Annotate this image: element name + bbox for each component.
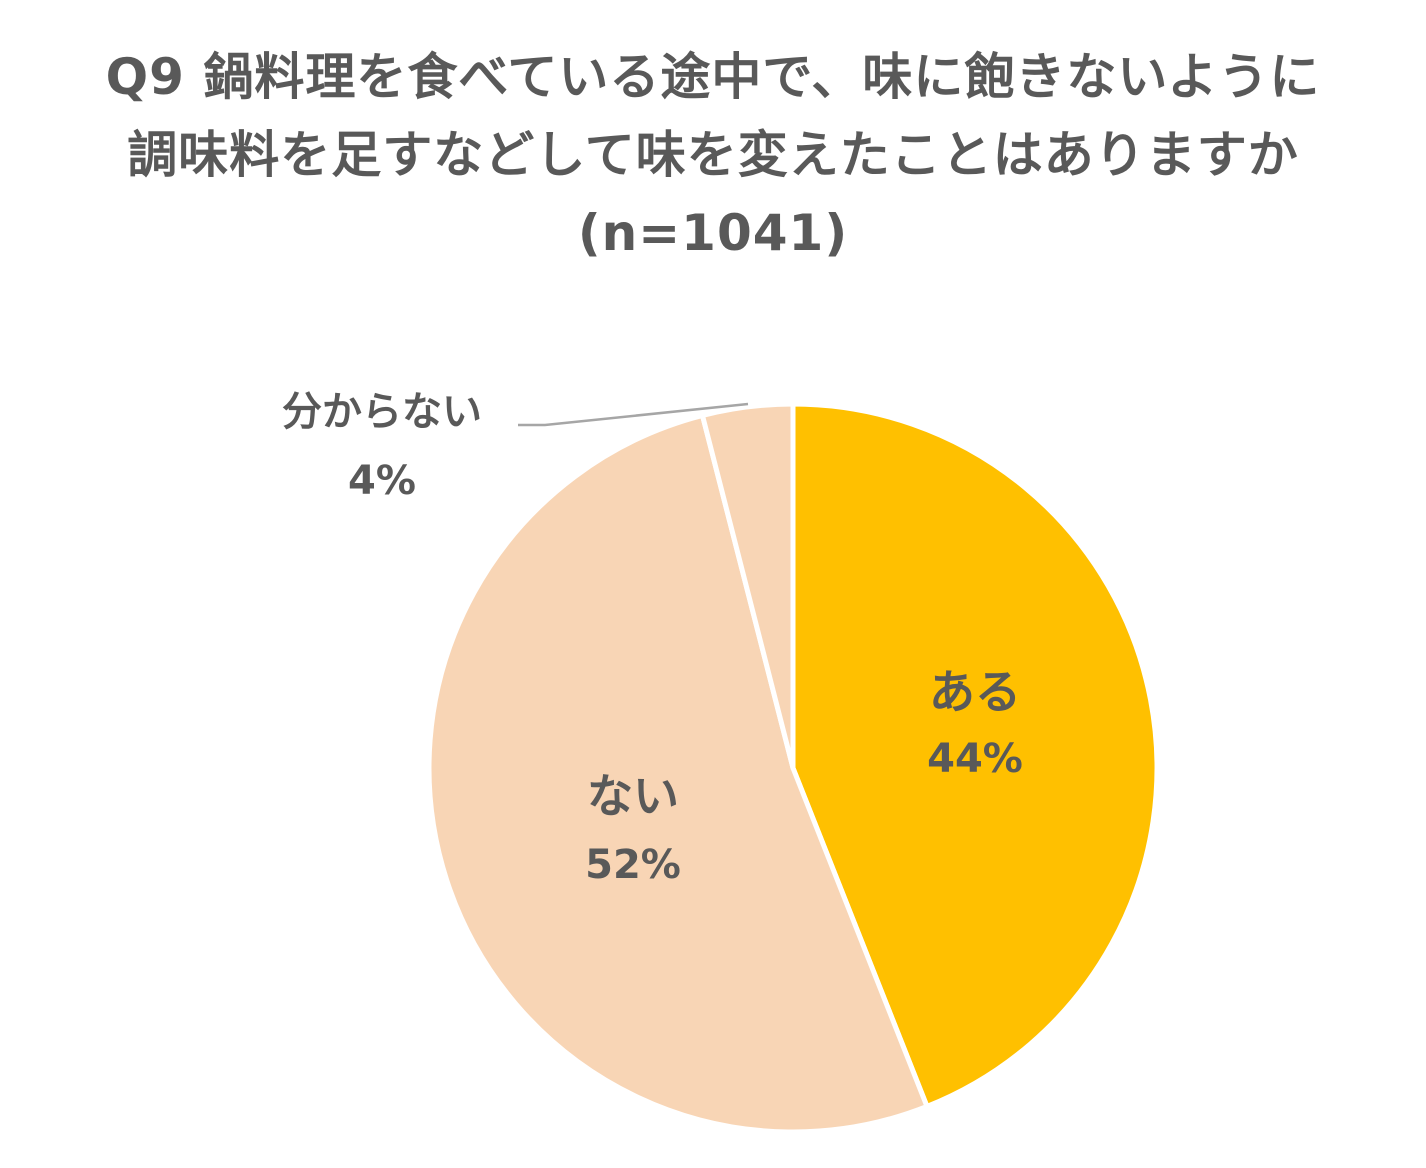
chart-title: Q9 鍋料理を食べている途中で、味に飽きないように 調味料を足すなどして味を変え…	[0, 38, 1426, 272]
chart-title-line-1: Q9 鍋料理を食べている途中で、味に飽きないように	[105, 48, 1321, 106]
pie-labels: ある 44% ない 52% 分からない 4%	[282, 389, 1023, 888]
slice-name-label-3: 分からない	[282, 389, 482, 435]
pie-slices	[426, 401, 1160, 1135]
slice-name-label-2: ない	[587, 769, 679, 823]
pie-slice-1	[790, 401, 1160, 1109]
chart-title-line-2: 調味料を足すなどして味を変えたことはありますか	[127, 126, 1299, 184]
leader-line	[518, 402, 749, 427]
pie-slice-2	[426, 412, 930, 1135]
slice-value-label-3: 4%	[348, 458, 416, 504]
slice-value-label-1: 44%	[927, 736, 1023, 782]
slice-value-label-2: 52%	[585, 842, 681, 888]
slice-name-label-1: ある	[929, 665, 1021, 719]
chart-title-line-3: (n=1041)	[577, 204, 849, 262]
pie-slice-3	[699, 401, 796, 771]
